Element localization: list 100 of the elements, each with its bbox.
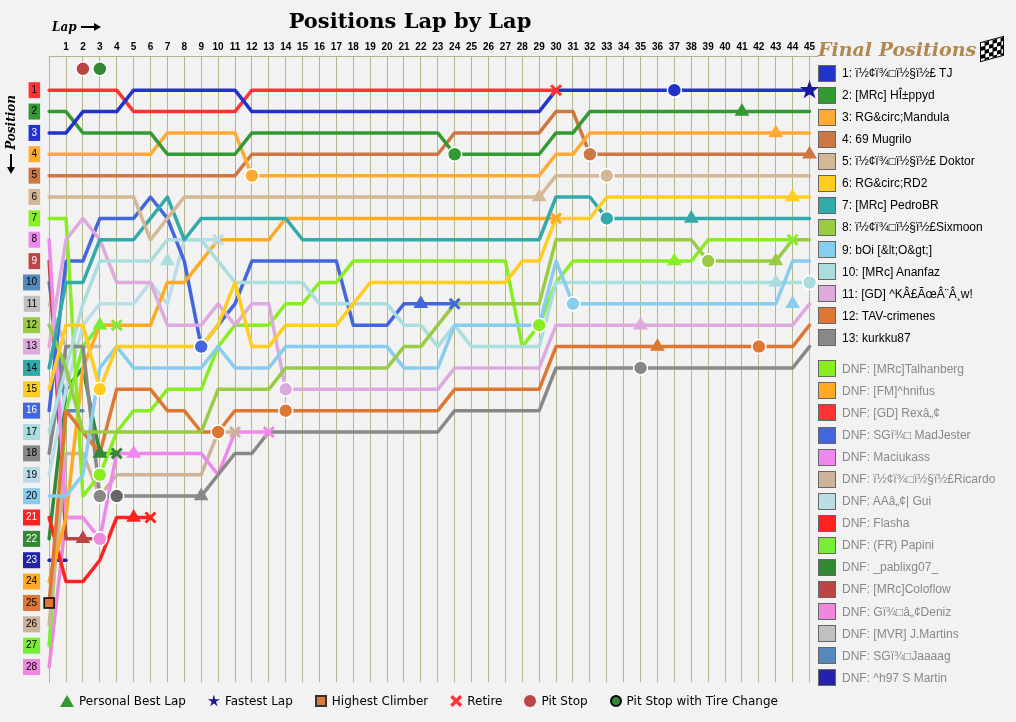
x-tick-label: 16 [313,40,326,52]
x-tick-label: 18 [347,40,360,52]
legend-label: DNF: SGï¾□ MadJester [842,428,971,443]
legend-label: Pit Stop [541,694,588,708]
x-tick-label: 35 [635,40,647,52]
chart-title: Positions Lap by Lap [288,8,532,33]
legend-label: 4: 69 Mugrilo [842,132,912,147]
y-tick-label: 8 [31,233,38,245]
x-tick-label: 41 [736,40,748,52]
x-tick-label: 26 [482,40,495,52]
x-tick-label: 15 [297,40,309,52]
y-tick-label: 7 [31,212,38,224]
x-tick-label: 32 [584,40,596,52]
x-tick-label: 8 [181,40,188,52]
x-tick-label: 24 [449,40,461,52]
x-tick-label: 17 [330,40,343,52]
x-tick-label: 3 [97,40,104,52]
legend-label: 11: [GD] ^KÂ£ÃœÂ¨Â¸w! [842,286,973,301]
y-tick-label: 11 [26,297,38,309]
y-tick-label: 25 [26,596,38,608]
legend-label: Personal Best Lap [79,694,186,708]
legend-label: 12: TAV-crimenes [842,308,936,323]
legend-label: DNF: [GD] Rexâ„¢ [842,405,941,420]
legend-label: 1: ï½¢ï¾□ï½§ï½£ TJ [842,66,953,81]
y-tick-label: 4 [31,148,38,160]
x-tick-label: 37 [668,40,681,52]
legend-label: DNF: [FM]^hnifus [842,383,935,398]
x-tick-label: 29 [533,40,546,52]
x-tick-label: 45 [803,40,816,52]
y-tick-label: 24 [26,575,38,587]
legend-label: 13: kurkku87 [842,330,911,345]
x-tick-label: 2 [80,40,87,52]
legend-label: DNF: Flasha [842,516,910,531]
y-tick-label: 14 [26,361,38,373]
x-tick-label: 7 [164,40,171,52]
legend-label: DNF: Gï¾□â„¢Deniz [842,604,952,619]
x-tick-label: 10 [212,40,225,52]
y-tick-label: 23 [26,553,38,565]
y-tick-label: 1 [31,83,38,95]
y-tick-label: 17 [26,425,38,437]
legend-label: 2: [MRc] HÎ±ppyd [842,88,935,103]
y-tick-label: 9 [31,254,38,266]
legend-label: DNF: [MRc]Talhanberg [842,361,965,376]
legend-label: Fastest Lap [224,694,293,708]
x-tick-label: 13 [263,40,275,52]
x-tick-label: 33 [601,40,613,52]
y-tick-label: 26 [26,618,38,630]
y-tick-label: 18 [26,447,38,459]
x-tick-label: 23 [432,40,444,52]
legend-label: 6: RG&circ;RD2 [842,176,928,191]
x-tick-label: 31 [567,40,579,52]
x-tick-label: 4 [113,40,120,52]
x-tick-label: 39 [702,40,715,52]
y-tick-label: 3 [31,126,38,138]
y-tick-label: 12 [26,318,38,330]
x-tick-label: 6 [147,40,154,52]
legend-label: DNF: [MVR] J.Martins [842,626,959,641]
legend-label: 10: [MRc] Ananfaz [842,264,941,279]
y-tick-label: 20 [26,489,38,501]
legend-label: 3: RG&circ;Mandula [842,110,950,125]
legend-label: 8: ï½¢ï¾□ï½§ï½£Sixmoon [842,220,983,235]
y-tick-label: 27 [26,639,38,651]
x-tick-label: 25 [466,40,478,52]
x-tick-label: 22 [415,40,427,52]
y-tick-label: 21 [26,511,38,523]
legend-label: DNF: SGï¾□Jaaaag [842,648,951,663]
x-tick-label: 30 [550,40,563,52]
y-tick-label: 16 [26,404,38,416]
x-tick-label: 28 [516,40,529,52]
y-tick-label: 22 [26,532,38,544]
legend-label: DNF: [MRc]Coloflow [842,582,951,597]
x-tick-label: 1 [63,40,70,52]
x-tick-label: 19 [364,40,377,52]
x-tick-label: 14 [280,40,292,52]
legend-label: DNF: AAâ„¢| Gui [842,494,932,509]
x-tick-label: 34 [618,40,630,52]
legend-label: 7: [MRc] PedroBR [842,198,939,213]
x-tick-label: 11 [229,40,241,52]
y-tick-label: 5 [31,169,38,181]
legend-label: DNF: (FR) Papini [842,538,935,553]
x-tick-label: 44 [787,40,799,52]
x-axis-title: Lap [52,20,77,34]
y-axis-title: Position [4,95,18,150]
legend-label: Retire [467,694,503,708]
legend-label: Highest Climber [331,694,429,708]
legend-label: DNF: Maciukass [842,450,931,465]
legend-label: Pit Stop with Tire Change [626,694,778,708]
x-tick-label: 38 [685,40,698,52]
y-tick-label: 13 [26,340,38,352]
x-tick-label: 27 [499,40,512,52]
legend-label: DNF: ï½¢ï¾□ï½§ï½£Ricardo [842,472,996,487]
x-tick-label: 21 [398,40,410,52]
x-tick-label: 20 [381,40,394,52]
legend-title: Final Positions [818,38,977,60]
legend-label: DNF: _pablixg07_ [842,560,939,575]
legend-label: 9: bOi [&lt;O&gt;] [842,242,933,257]
y-tick-label: 6 [31,190,38,202]
x-tick-label: 5 [130,40,137,52]
x-tick-label: 40 [719,40,732,52]
y-tick-label: 15 [26,383,38,395]
